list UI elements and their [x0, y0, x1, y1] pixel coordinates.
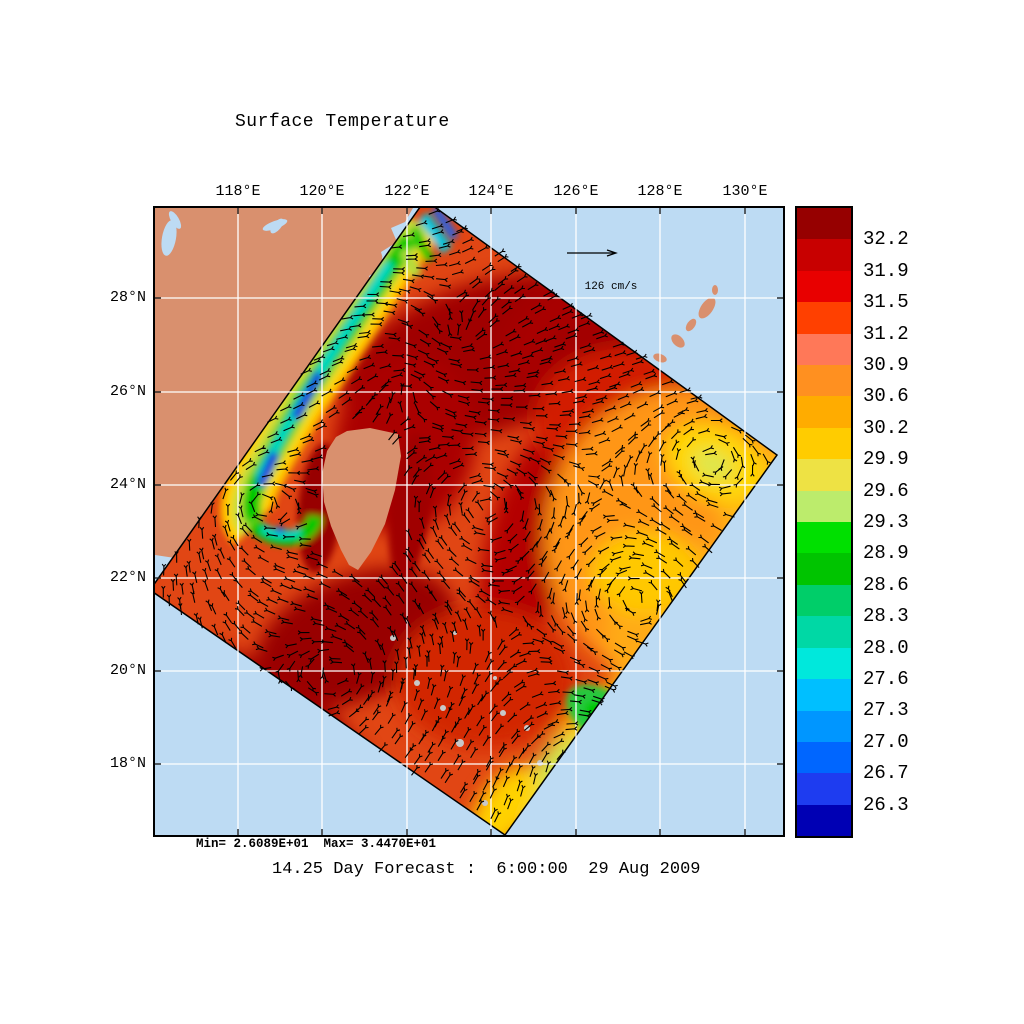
x-tick-label: 120°E: [299, 183, 345, 200]
colorbar-segment: [797, 459, 851, 491]
colorbar-segment: [797, 365, 851, 397]
colorbar-segment: [797, 741, 851, 774]
colorbar-segment: [797, 773, 851, 805]
colorbar-label: 29.6: [863, 479, 909, 502]
colorbar-segment: [797, 710, 851, 742]
colorbar-segment: [797, 396, 851, 428]
taiwan-island: [322, 428, 401, 570]
y-tick-label: 18°N: [109, 755, 146, 772]
colorbar-label: 26.7: [863, 762, 909, 785]
colorbar-segment: [797, 522, 851, 554]
forecast-caption: 14.25 Day Forecast : 6:00:00 29 Aug 2009: [272, 860, 701, 879]
sst-map: 126 cm/s: [155, 208, 783, 835]
minmax-stats: Min= 2.6089E+01 Max= 3.4470E+01: [196, 837, 437, 851]
colorbar-label: 32.2: [863, 228, 909, 251]
current-vectors-layer: [161, 208, 771, 823]
map-plot-area: 126 cm/s: [153, 206, 785, 837]
x-tick-label: 128°E: [637, 183, 683, 200]
colorbar-label: 30.2: [863, 416, 909, 439]
colorbar-label: 29.9: [863, 448, 909, 471]
reference-vector-arrow: [567, 249, 618, 257]
reference-vector-label: 126 cm/s: [585, 281, 638, 293]
colorbar-segment: [797, 584, 851, 617]
colorbar-segment: [797, 208, 851, 240]
colorbar-segment: [797, 804, 851, 837]
colorbar-segment: [797, 616, 851, 648]
colorbar-labels: 32.2 31.9 31.5 31.2 30.9 30.6 30.2 29.9 29.6 29.3…: [863, 206, 943, 838]
plot-title: Surface Temperature: [235, 112, 450, 132]
colorbar-segment: [797, 239, 851, 271]
colorbar-label: 31.2: [863, 322, 909, 345]
colorbar-segment: [797, 427, 851, 460]
colorbar-label: 26.3: [863, 793, 909, 816]
x-tick-label: 130°E: [722, 183, 768, 200]
colorbar-segment: [797, 333, 851, 366]
china-landmass: [155, 208, 413, 558]
colorbar-label: 28.6: [863, 573, 909, 596]
colorbar-label: 27.0: [863, 730, 909, 753]
current-vector-field: [161, 208, 771, 823]
colorbar-label: 30.9: [863, 354, 909, 376]
colorbar-label: 28.0: [863, 636, 909, 659]
colorbar-label: 28.3: [863, 605, 909, 628]
colorbar-label: 28.9: [863, 542, 909, 565]
axis-ticks: [155, 208, 783, 835]
y-tick-label: 22°N: [109, 569, 146, 586]
colorbar-label: 29.3: [863, 511, 909, 533]
x-tick-label: 126°E: [553, 183, 599, 200]
y-tick-label: 28°N: [109, 289, 146, 306]
colorbar: [795, 206, 853, 838]
y-tick-label: 24°N: [109, 476, 146, 493]
colorbar-segment: [797, 490, 851, 523]
colorbar-segment: [797, 647, 851, 680]
colorbar-label: 31.5: [863, 291, 909, 314]
x-tick-label: 118°E: [215, 183, 261, 200]
y-tick-label: 20°N: [109, 662, 146, 679]
y-tick-label: 26°N: [109, 383, 146, 400]
graticule: [155, 208, 783, 835]
colorbar-segment: [797, 553, 851, 585]
x-tick-label: 124°E: [468, 183, 514, 200]
x-tick-label: 122°E: [384, 183, 430, 200]
colorbar-label: 27.3: [863, 699, 909, 722]
colorbar-segment: [797, 302, 851, 334]
colorbar-label: 30.6: [863, 385, 909, 408]
colorbar-label: 27.6: [863, 668, 909, 690]
colorbar-segment: [797, 270, 851, 303]
colorbar-segment: [797, 679, 851, 711]
colorbar-label: 31.9: [863, 259, 909, 282]
